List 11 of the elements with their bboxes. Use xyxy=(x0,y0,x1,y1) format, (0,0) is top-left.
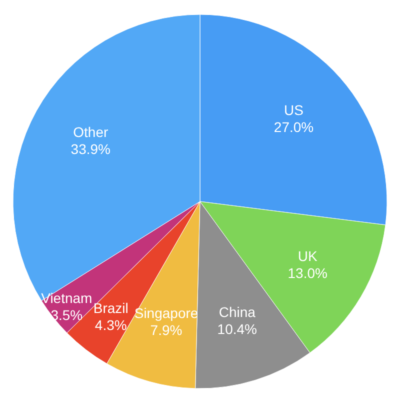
data-label: 33.9% xyxy=(70,140,111,157)
data-label: 10.4% xyxy=(217,320,257,337)
data-label: 27.0% xyxy=(274,118,314,135)
slice-label: Other xyxy=(73,124,108,140)
slice-label: UK xyxy=(298,248,318,264)
data-label: 13.0% xyxy=(288,265,328,282)
slice-label: Brazil xyxy=(93,300,128,316)
data-label: 7.9% xyxy=(150,322,182,338)
slice-label: US xyxy=(284,102,304,118)
data-label: 4.3% xyxy=(94,317,127,334)
slice-label: China xyxy=(218,304,256,320)
